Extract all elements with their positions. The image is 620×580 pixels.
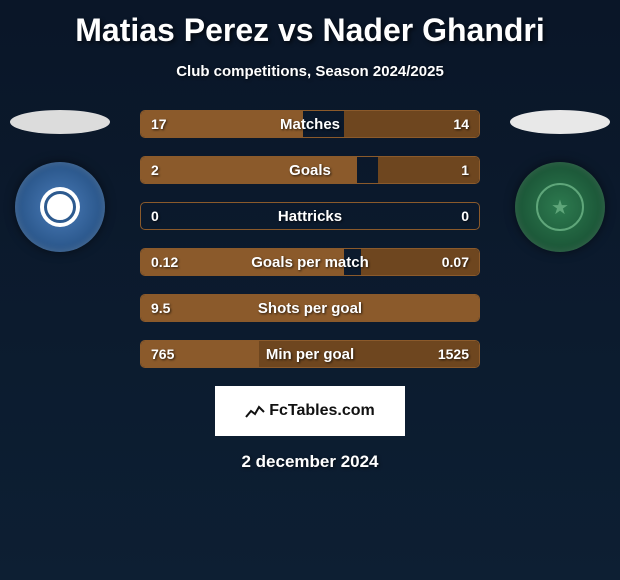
stat-row: 2 Goals 1 bbox=[140, 156, 480, 184]
stat-label: Shots per goal bbox=[258, 300, 362, 317]
stat-label: Matches bbox=[280, 116, 340, 133]
player-right-column bbox=[500, 110, 620, 252]
page-title: Matias Perez vs Nader Ghandri bbox=[0, 0, 620, 49]
stat-label: Hattricks bbox=[278, 208, 342, 225]
date-label: 2 december 2024 bbox=[0, 452, 620, 472]
stats-list: 17 Matches 14 2 Goals 1 0 Hattricks 0 0.12 Goals p… bbox=[140, 110, 480, 368]
stat-value-right: 0 bbox=[461, 208, 469, 224]
player-left-silhouette bbox=[10, 110, 110, 134]
club-logo-left bbox=[15, 162, 105, 252]
club-logo-right bbox=[515, 162, 605, 252]
source-badge[interactable]: FcTables.com bbox=[215, 386, 405, 436]
chart-icon bbox=[245, 403, 265, 419]
stat-value-left: 0 bbox=[151, 208, 159, 224]
stat-row: 9.5 Shots per goal bbox=[140, 294, 480, 322]
stat-row: 0.12 Goals per match 0.07 bbox=[140, 248, 480, 276]
stat-value-left: 17 bbox=[151, 116, 167, 132]
stat-label: Goals per match bbox=[251, 254, 369, 271]
stat-value-left: 765 bbox=[151, 346, 174, 362]
stat-row: 765 Min per goal 1525 bbox=[140, 340, 480, 368]
stat-row: 0 Hattricks 0 bbox=[140, 202, 480, 230]
stat-value-right: 0.07 bbox=[442, 254, 469, 270]
source-label: FcTables.com bbox=[269, 402, 375, 420]
subtitle: Club competitions, Season 2024/2025 bbox=[0, 63, 620, 80]
stat-row: 17 Matches 14 bbox=[140, 110, 480, 138]
stat-value-right: 1 bbox=[461, 162, 469, 178]
stat-value-left: 2 bbox=[151, 162, 159, 178]
stat-label: Goals bbox=[289, 162, 331, 179]
stat-value-right: 1525 bbox=[438, 346, 469, 362]
player-right-silhouette bbox=[510, 110, 610, 134]
stat-label: Min per goal bbox=[266, 346, 354, 363]
stat-value-right: 14 bbox=[453, 116, 469, 132]
stat-value-left: 0.12 bbox=[151, 254, 178, 270]
stat-value-left: 9.5 bbox=[151, 300, 170, 316]
comparison-area: 17 Matches 14 2 Goals 1 0 Hattricks 0 0.12 Goals p… bbox=[0, 110, 620, 368]
player-left-column bbox=[0, 110, 120, 252]
